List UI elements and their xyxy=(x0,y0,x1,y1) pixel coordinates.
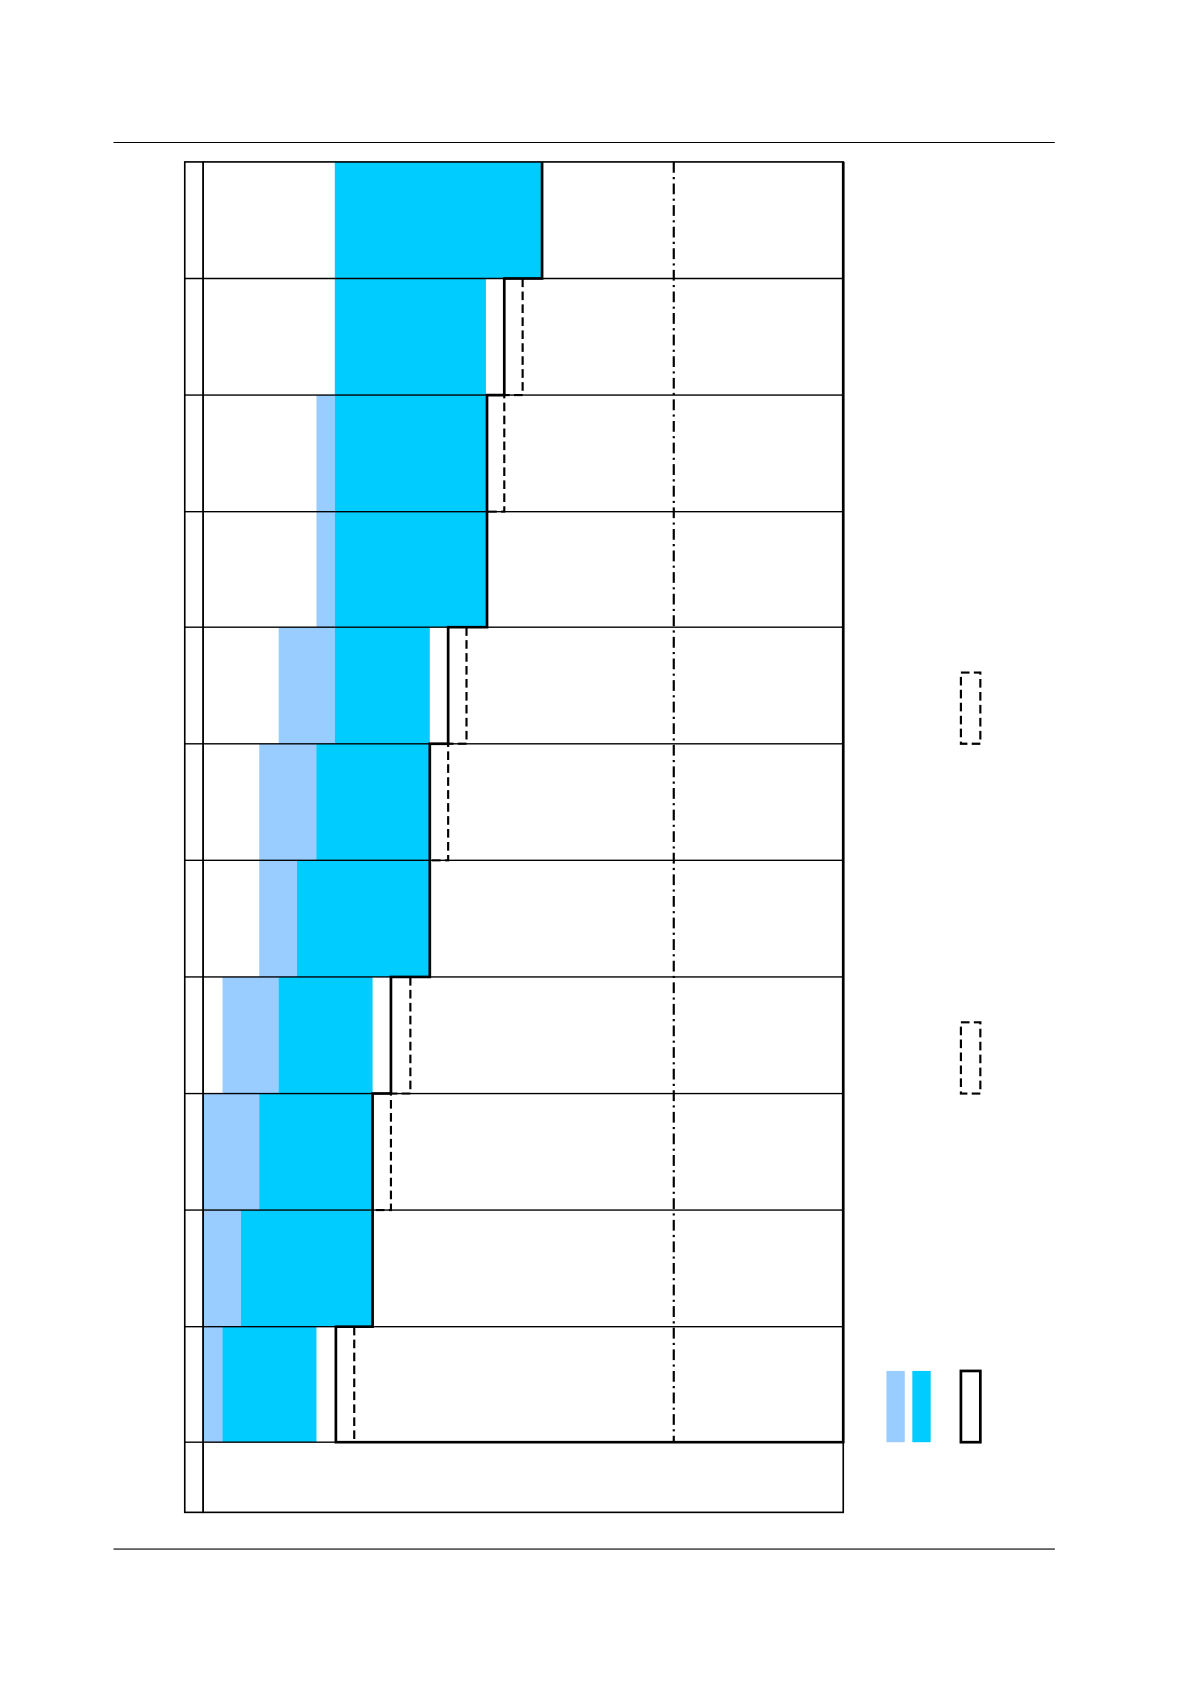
legend-dashed-swatch xyxy=(959,671,982,745)
cyan-block xyxy=(240,1210,373,1327)
legend-dashed-swatch xyxy=(959,1021,982,1095)
cyan-block xyxy=(297,860,430,977)
cyan-block xyxy=(334,161,543,279)
light-block xyxy=(203,1210,241,1327)
dashed-boundary xyxy=(487,278,524,513)
cyan-block xyxy=(334,278,486,628)
cyan-block xyxy=(278,976,373,1094)
legend-light-swatch xyxy=(886,1370,905,1443)
side-column xyxy=(183,161,204,1514)
row-lines xyxy=(184,277,844,1443)
cyan-block xyxy=(259,1093,373,1211)
cyan-block xyxy=(334,627,430,744)
cyan-block xyxy=(222,1326,317,1443)
legend xyxy=(886,671,982,1444)
cyan-block xyxy=(316,743,430,861)
legend-solid-swatch xyxy=(959,1369,982,1444)
light-block xyxy=(203,1093,260,1211)
legend-cyan-swatch xyxy=(912,1370,931,1443)
dashed-boundary xyxy=(429,627,468,862)
solid-boundary xyxy=(334,161,845,1444)
diagram xyxy=(183,161,845,1514)
light-block xyxy=(203,1326,223,1443)
light-block xyxy=(278,627,335,744)
light-block xyxy=(222,976,279,1094)
